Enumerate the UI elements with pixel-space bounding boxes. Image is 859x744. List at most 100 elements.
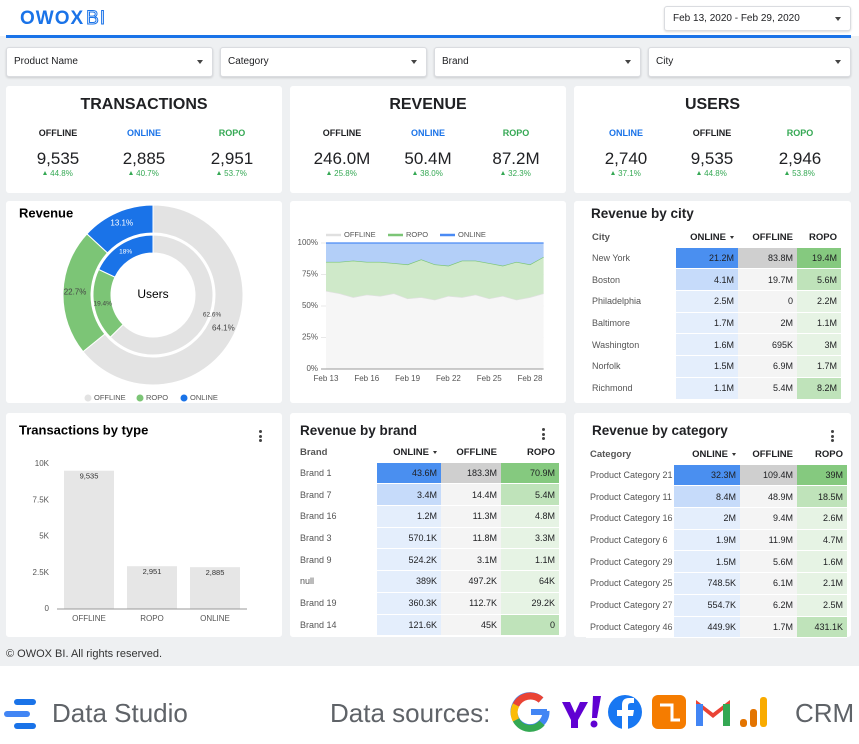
kpi-value: 50.4M: [404, 149, 452, 168]
kpi-change-value: 38.0%: [420, 169, 443, 178]
table-row: Richmond 1.1M 5.4M 8.2M: [588, 377, 841, 400]
ring-label: Users: [137, 287, 168, 301]
table-cell: 4.8M: [501, 505, 559, 528]
slice-label: 64.1%: [212, 324, 235, 333]
table-cell: 5.6M: [740, 550, 797, 574]
column-header-text: ROPO: [809, 231, 837, 243]
column-header[interactable]: ONLINE: [377, 442, 441, 463]
filter-dropdown[interactable]: Category: [220, 47, 427, 77]
kpi-value: 2,946: [778, 149, 822, 168]
kpi-label: ROPO: [218, 128, 246, 138]
kpi-label: ROPO: [502, 128, 530, 138]
up-arrow: [43, 171, 48, 175]
table-row: null 389K 497.2K 64K: [296, 570, 559, 593]
filter-dropdown[interactable]: Brand: [434, 47, 641, 77]
kpi-value: 2,885: [122, 149, 166, 168]
y-tick-label: 100%: [298, 238, 318, 247]
table-cell: 6.2M: [740, 594, 797, 617]
table-row: Washington 1.6M 695K 3M: [588, 333, 841, 357]
table-cell: 45K: [441, 614, 501, 637]
row-label: Product Category 6: [586, 529, 674, 552]
caret: [197, 60, 203, 64]
kpi-label: ONLINE: [126, 128, 161, 138]
column-header: OFFLINE: [740, 444, 797, 465]
table-row: Product Category 46 449.9K 1.7M 431.1K: [586, 616, 847, 639]
table-cell: 0: [501, 614, 559, 637]
y-tick-label: 0%: [306, 364, 318, 373]
table-cell: 2.5M: [676, 290, 738, 313]
area: [326, 256, 544, 300]
column-header-text: ONLINE: [393, 446, 429, 458]
up-arrow: [697, 171, 702, 175]
analytics-icon: [740, 697, 767, 727]
menu-icon[interactable]: [831, 430, 834, 444]
column-header: ROPO: [797, 227, 841, 248]
kpi-change: 37.1%: [581, 169, 671, 178]
menu-icon[interactable]: [259, 430, 262, 444]
row-label: New York: [588, 247, 676, 270]
table-row: Norfolk 1.5M 6.9M 1.7M: [588, 355, 841, 378]
table-row: Product Category 21 32.3M 109.4M 39M: [586, 464, 847, 487]
table-cell: 4.7M: [797, 529, 847, 552]
table-cell: 1.1M: [676, 377, 738, 400]
table-cell: 1.7M: [740, 616, 797, 639]
row-label: Product Category 25: [586, 572, 674, 595]
filter-label: Brand: [442, 56, 469, 67]
date-range-picker[interactable]: Feb 13, 2020 - Feb 29, 2020: [664, 6, 851, 31]
header-rule: [6, 35, 851, 38]
product-name: Data Studio: [52, 698, 188, 728]
table-cell: 39M: [797, 464, 847, 487]
kpi-title: TRANSACTIONS: [80, 96, 208, 113]
table-row: Product Category 29 1.5M 5.6M 1.6M: [586, 550, 847, 574]
table-cell: 121.6K: [377, 614, 441, 637]
caret: [835, 60, 841, 64]
filter-dropdown[interactable]: Product Name: [6, 47, 213, 77]
banner: Data Studio Data sources: CRM: [0, 666, 859, 744]
table-cell: 524.2K: [377, 548, 441, 572]
x-tick-label: Feb 16: [354, 374, 379, 383]
sort-caret: [433, 450, 437, 454]
kpi-label: OFFLINE: [322, 128, 362, 138]
table-row: Product Category 25 748.5K 6.1M 2.1M: [586, 572, 847, 595]
table-cell: 11.9M: [740, 529, 797, 552]
table-cell: 2.6M: [797, 507, 847, 530]
row-label: Product Category 11: [586, 485, 674, 509]
row-label: Product Category 27: [586, 594, 674, 617]
filter-dropdown[interactable]: City: [648, 47, 851, 77]
table-cell: 48.9M: [740, 485, 797, 509]
kpi-change-value: 53.7%: [224, 169, 247, 178]
x-tick-label: Feb 19: [395, 374, 420, 383]
table-cell: 5.4M: [501, 483, 559, 507]
slice-label: 62.6%: [203, 311, 222, 318]
table-row: Brand 16 1.2M 11.3M 4.8M: [296, 505, 559, 528]
caret: [625, 60, 631, 64]
ads-icon: [652, 695, 686, 729]
data-table: Brand ONLINE OFFLINE ROPO Brand 1 43.6M 183.3M…: [296, 442, 559, 637]
sources-label: Data sources:: [330, 698, 491, 728]
y-tick-label: 0: [45, 604, 50, 613]
column-header-text: Brand: [300, 446, 328, 458]
table-cell: 695K: [738, 333, 797, 357]
kpi-change-value: 25.8%: [334, 169, 357, 178]
bar: [190, 567, 240, 609]
menu-icon[interactable]: [542, 428, 545, 442]
x-tick-label: Feb 28: [518, 374, 543, 383]
header-row: City ONLINE OFFLINE ROPO: [588, 227, 841, 248]
kpi-value: 2,951: [210, 149, 254, 168]
kpi-change-value: 53.8%: [792, 169, 815, 178]
table-cell: 21.2M: [676, 247, 738, 270]
column-header[interactable]: ONLINE: [674, 444, 740, 465]
bar-value-label: 2,885: [206, 568, 225, 577]
table-cell: 18.5M: [797, 485, 847, 509]
table-cell: 431.1K: [797, 616, 847, 639]
column-header[interactable]: ONLINE: [676, 227, 738, 248]
legend-label: OFFLINE: [344, 230, 376, 239]
legend-label: ROPO: [146, 393, 168, 402]
kpi-value: 9,535: [690, 149, 734, 168]
x-tick-label: Feb 25: [477, 374, 502, 383]
footer: © OWOX BI. All rights reserved.: [6, 648, 163, 660]
table-cell: 4.1M: [676, 268, 738, 292]
legend-label: ONLINE: [458, 230, 486, 239]
table-row: Brand 9 524.2K 3.1M 1.1M: [296, 548, 559, 572]
